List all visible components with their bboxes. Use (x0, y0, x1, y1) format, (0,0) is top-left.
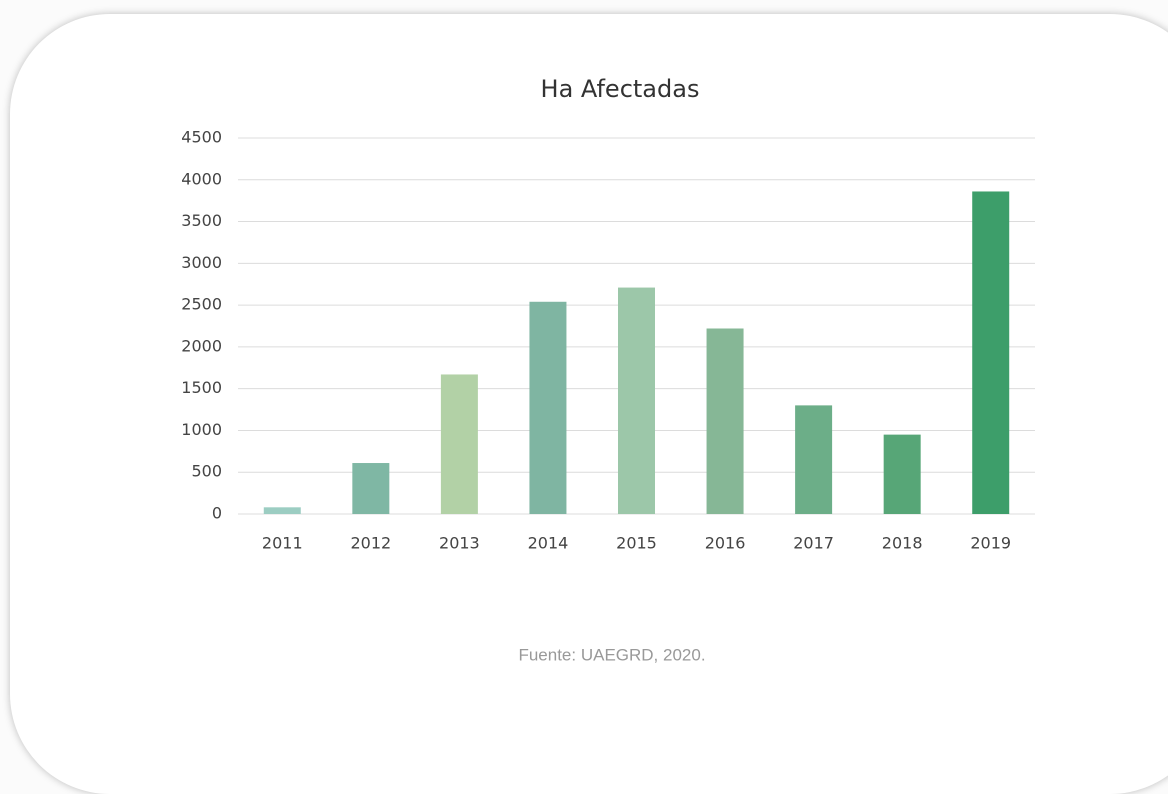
bar (618, 287, 655, 514)
y-tick-label: 3500 (181, 211, 222, 230)
bar (529, 301, 567, 514)
y-tick-label: 3000 (181, 253, 222, 272)
x-tick-label: 2015 (616, 534, 657, 553)
bar (263, 507, 301, 514)
x-tick-label: 2012 (350, 534, 391, 553)
y-tick-label: 4000 (181, 169, 222, 188)
y-tick-label: 2000 (181, 336, 222, 355)
y-tick-label: 1500 (181, 378, 222, 397)
source-note: Fuente: UAEGRD, 2020. (518, 645, 705, 664)
chart: Ha Afectadas Fuente: UAEGRD, 2020. 0 500 1… (181, 75, 1035, 664)
bar (795, 405, 833, 514)
y-tick-label: 0 (212, 504, 222, 523)
x-tick-label: 2018 (882, 534, 923, 553)
bar (883, 434, 921, 514)
bar (706, 328, 744, 514)
x-tick-label: 2011 (262, 534, 303, 553)
bar (972, 191, 1010, 514)
bar (352, 463, 390, 514)
bar (440, 374, 478, 514)
y-tick-label: 500 (191, 462, 222, 481)
y-tick-label: 1000 (181, 420, 222, 439)
x-tick-label: 2016 (705, 534, 746, 553)
y-tick-label: 2500 (181, 295, 222, 314)
page: Ha Afectadas Fuente: UAEGRD, 2020. 0 500 1… (181, 75, 1035, 665)
x-tick-label: 2014 (528, 534, 569, 553)
chart-title: Ha Afectadas (541, 75, 700, 103)
y-tick-label: 4500 (181, 128, 222, 147)
x-tick-label: 2019 (970, 534, 1011, 553)
x-tick-label: 2017 (793, 534, 834, 553)
x-tick-label: 2013 (439, 534, 480, 553)
